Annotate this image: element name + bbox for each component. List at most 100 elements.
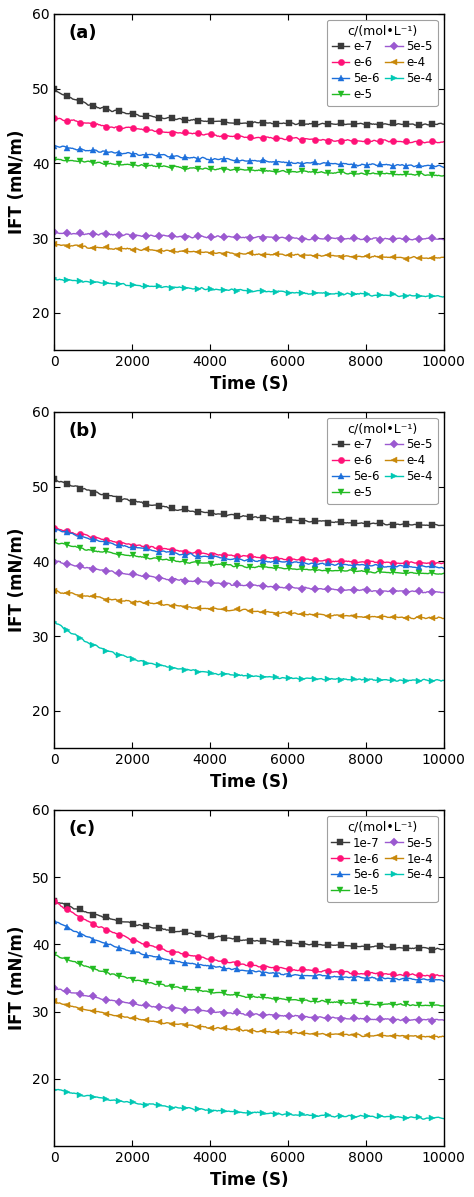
Line: 5e-4: 5e-4 [51, 619, 447, 685]
5e-6 [52, 139, 57, 153]
e-7 [441, 117, 447, 132]
e-5 [404, 566, 410, 581]
1e-6 [283, 961, 289, 976]
e-4 [380, 250, 385, 265]
1e-7 [283, 935, 289, 949]
e-6 [52, 521, 57, 535]
5e-5 [52, 225, 57, 239]
e-7 [428, 518, 434, 533]
5e-5 [380, 1011, 385, 1026]
5e-4 [406, 1111, 411, 1125]
e-5 [441, 169, 447, 183]
5e-4 [290, 672, 295, 686]
Text: (a): (a) [68, 24, 97, 42]
e-5 [55, 152, 61, 166]
5e-4 [291, 1108, 297, 1123]
1e-7 [282, 935, 288, 949]
5e-6 [404, 158, 410, 172]
1e-5 [52, 947, 57, 961]
Line: e-6: e-6 [51, 115, 447, 146]
Line: 1e-5: 1e-5 [51, 952, 447, 1009]
Line: 5e-4: 5e-4 [51, 275, 447, 300]
Line: e-7: e-7 [51, 475, 447, 529]
1e-6 [53, 895, 58, 910]
e-6 [53, 111, 58, 126]
e-6 [380, 133, 385, 147]
1e-4 [52, 994, 57, 1008]
1e-5 [438, 998, 444, 1013]
e-5 [441, 566, 447, 581]
5e-4 [52, 1082, 57, 1096]
Line: 5e-5: 5e-5 [52, 230, 447, 243]
1e-6 [52, 893, 57, 907]
e-7 [441, 518, 447, 533]
Line: e-4: e-4 [51, 588, 447, 622]
5e-6 [404, 971, 410, 985]
5e-4 [380, 287, 385, 302]
1e-4 [283, 1026, 289, 1040]
1e-4 [53, 995, 58, 1009]
5e-4 [283, 285, 289, 299]
e-6 [54, 521, 60, 535]
1e-6 [404, 967, 410, 982]
5e-5 [283, 581, 289, 595]
1e-7 [441, 942, 447, 956]
e-4 [406, 610, 411, 625]
e-7 [404, 517, 410, 531]
e-6 [421, 135, 427, 150]
e-6 [283, 132, 289, 146]
e-6 [291, 552, 297, 566]
5e-4 [404, 673, 410, 687]
e-4 [415, 251, 420, 266]
5e-5 [420, 585, 426, 600]
5e-5 [52, 980, 57, 995]
5e-4 [52, 615, 57, 630]
e-5 [53, 152, 58, 166]
X-axis label: Time (S): Time (S) [210, 772, 288, 790]
Y-axis label: IFT (mN/m): IFT (mN/m) [9, 528, 27, 632]
5e-6 [283, 554, 289, 569]
Line: 5e-6: 5e-6 [51, 918, 447, 984]
e-4 [290, 248, 295, 262]
e-4 [283, 606, 289, 620]
e-5 [290, 561, 295, 576]
Line: e-5: e-5 [51, 540, 447, 577]
5e-4 [52, 272, 57, 286]
5e-5 [53, 225, 58, 239]
Y-axis label: IFT (mN/m): IFT (mN/m) [9, 926, 27, 1031]
5e-5 [291, 581, 297, 595]
e-4 [54, 583, 60, 597]
5e-6 [52, 522, 57, 536]
e-6 [53, 521, 58, 535]
5e-6 [380, 559, 385, 573]
e-5 [284, 165, 290, 180]
Line: e-7: e-7 [51, 86, 447, 129]
5e-6 [283, 967, 289, 982]
5e-5 [381, 584, 387, 598]
5e-5 [55, 554, 61, 569]
5e-4 [284, 1107, 290, 1122]
5e-5 [441, 1013, 447, 1027]
5e-4 [53, 272, 58, 286]
5e-5 [383, 231, 388, 245]
e-7 [283, 116, 289, 130]
1e-4 [282, 1025, 288, 1039]
5e-5 [429, 1014, 435, 1028]
e-7 [290, 116, 295, 130]
1e-4 [404, 1029, 410, 1044]
Line: 5e-4: 5e-4 [51, 1087, 447, 1123]
e-5 [291, 164, 297, 178]
1e-6 [282, 961, 288, 976]
e-4 [404, 251, 410, 266]
e-4 [52, 237, 57, 251]
5e-5 [441, 585, 447, 600]
5e-4 [439, 290, 445, 304]
5e-4 [290, 285, 295, 299]
e-7 [53, 83, 58, 97]
5e-5 [52, 555, 57, 570]
e-4 [282, 248, 288, 262]
1e-4 [290, 1026, 295, 1040]
5e-4 [441, 290, 447, 304]
e-4 [291, 606, 297, 620]
e-6 [290, 130, 295, 145]
